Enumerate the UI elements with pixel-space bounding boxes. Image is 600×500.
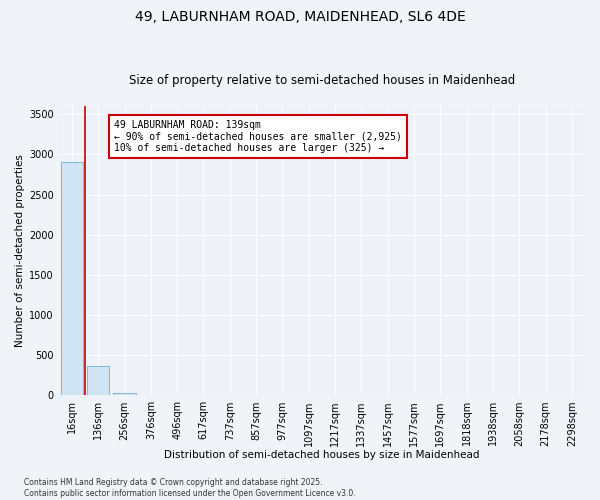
- Bar: [61, 162, 83, 396]
- Y-axis label: Number of semi-detached properties: Number of semi-detached properties: [15, 154, 25, 347]
- Title: Size of property relative to semi-detached houses in Maidenhead: Size of property relative to semi-detach…: [129, 74, 515, 87]
- Bar: [87, 366, 109, 396]
- Text: 49, LABURNHAM ROAD, MAIDENHEAD, SL6 4DE: 49, LABURNHAM ROAD, MAIDENHEAD, SL6 4DE: [134, 10, 466, 24]
- Text: Contains HM Land Registry data © Crown copyright and database right 2025.
Contai: Contains HM Land Registry data © Crown c…: [24, 478, 356, 498]
- Text: 49 LABURNHAM ROAD: 139sqm
← 90% of semi-detached houses are smaller (2,925)
10% : 49 LABURNHAM ROAD: 139sqm ← 90% of semi-…: [114, 120, 402, 153]
- X-axis label: Distribution of semi-detached houses by size in Maidenhead: Distribution of semi-detached houses by …: [164, 450, 479, 460]
- Bar: [113, 394, 136, 396]
